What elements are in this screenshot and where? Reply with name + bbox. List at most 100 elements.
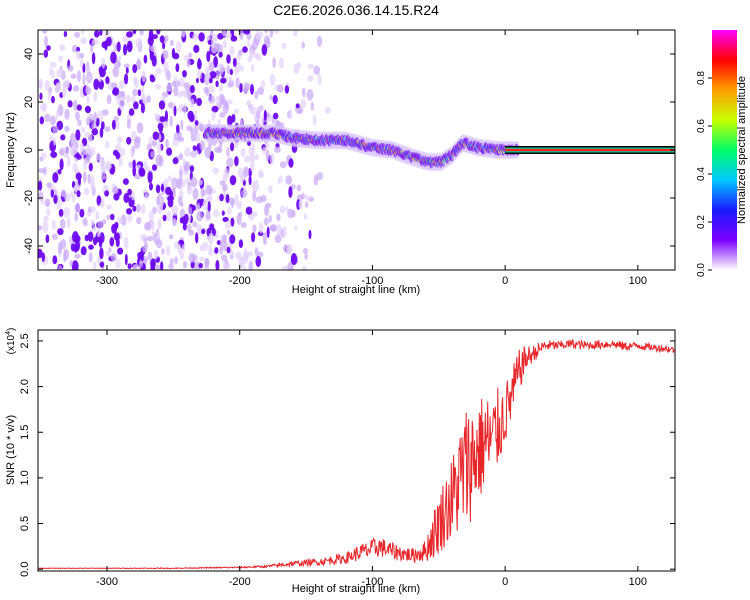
noise-cell: [56, 68, 64, 78]
noise-cell: [155, 184, 161, 194]
noise-cell: [203, 86, 210, 93]
noise-cell: [162, 49, 169, 60]
noise-cell: [138, 167, 145, 177]
noise-cell: [151, 164, 158, 171]
noise-cell: [110, 253, 117, 262]
noise-cell: [285, 175, 293, 185]
noise-cell: [105, 76, 110, 85]
noise-cell: [139, 233, 147, 241]
noise-cell: [117, 55, 122, 61]
x-tick-label: -200: [229, 576, 251, 588]
noise-cell: [67, 100, 73, 108]
noise-cell: [255, 255, 262, 268]
colorbar-label: Normalized spectral amplitude: [736, 76, 748, 224]
noise-cell: [201, 228, 206, 235]
noise-cell: [238, 256, 245, 268]
noise-cell: [135, 37, 143, 49]
noise-cell: [81, 30, 85, 35]
noise-cell: [303, 213, 308, 220]
noise-cell: [260, 116, 265, 124]
noise-cell: [184, 147, 191, 158]
y-tick-label: 20: [23, 96, 35, 108]
noise-cell: [87, 173, 92, 184]
noise-cell: [63, 30, 68, 38]
noise-cell: [304, 201, 309, 209]
noise-cell: [112, 149, 119, 156]
noise-cell: [265, 149, 270, 162]
noise-cell: [100, 163, 105, 172]
noise-cell: [95, 210, 100, 221]
noise-cell: [217, 118, 221, 127]
noise-cell: [156, 238, 163, 249]
noise-cell: [194, 261, 201, 270]
noise-cell: [278, 57, 285, 69]
noise-cell: [281, 265, 288, 270]
noise-cell: [87, 133, 93, 143]
noise-cell: [228, 76, 233, 83]
noise-cell: [273, 146, 281, 153]
noise-cell: [227, 207, 232, 216]
noise-cell: [302, 265, 307, 270]
noise-cell: [80, 37, 87, 45]
noise-cell: [110, 213, 115, 221]
spectrogram-x-ticks: -300 -200 -100 0 100: [96, 30, 647, 287]
noise-cell: [226, 99, 233, 105]
noise-cell: [40, 198, 45, 205]
noise-cell: [70, 190, 74, 198]
noise-cell: [96, 228, 101, 238]
noise-cell: [287, 208, 294, 219]
noise-cell: [250, 84, 254, 95]
noise-cell: [112, 187, 118, 194]
noise-cell: [186, 185, 193, 195]
noise-cell: [241, 189, 248, 198]
noise-cell: [172, 157, 179, 165]
noise-cell: [162, 91, 169, 98]
noise-cell: [289, 108, 293, 120]
noise-cell: [72, 85, 80, 92]
noise-cell: [263, 239, 267, 245]
noise-cell: [193, 44, 200, 54]
noise-cell: [159, 35, 165, 44]
noise-cell: [221, 254, 228, 262]
noise-cell: [211, 111, 216, 121]
noise-cell: [215, 80, 219, 88]
noise-cell: [219, 65, 227, 72]
noise-cell: [222, 39, 227, 49]
noise-cell: [127, 188, 132, 196]
noise-cell: [82, 63, 86, 74]
noise-cell: [269, 94, 273, 101]
noise-cell: [166, 147, 173, 156]
noise-cell: [230, 35, 238, 42]
noise-cell: [175, 63, 180, 73]
noise-cell: [239, 83, 243, 93]
noise-cell: [302, 248, 309, 255]
noise-cell: [128, 108, 135, 116]
noise-cell: [244, 82, 251, 92]
noise-cell: [49, 115, 56, 126]
noise-cell: [117, 136, 123, 144]
noise-cell: [44, 113, 51, 123]
noise-cell: [300, 98, 307, 109]
noise-cell: [153, 249, 159, 259]
spectrogram-x-label: Height of straight line (km): [292, 284, 420, 296]
noise-cell: [38, 248, 43, 259]
noise-cell: [134, 77, 139, 89]
noise-cell: [70, 73, 77, 79]
noise-cell: [140, 86, 145, 94]
noise-cell: [269, 152, 275, 165]
noise-cell: [147, 171, 153, 184]
noise-cell: [274, 30, 279, 34]
noise-cell: [44, 80, 50, 91]
noise-cell: [167, 175, 173, 182]
noise-cell: [288, 186, 293, 199]
spectrogram-signal-band: [204, 124, 675, 171]
noise-cell: [67, 64, 74, 72]
noise-cell: [202, 189, 206, 197]
noise-cell: [229, 68, 233, 76]
noise-cell: [184, 213, 189, 224]
noise-cell: [154, 73, 158, 79]
noise-cell: [53, 194, 58, 204]
noise-cell: [162, 214, 167, 222]
noise-cell: [215, 259, 220, 270]
noise-cell: [51, 95, 55, 104]
